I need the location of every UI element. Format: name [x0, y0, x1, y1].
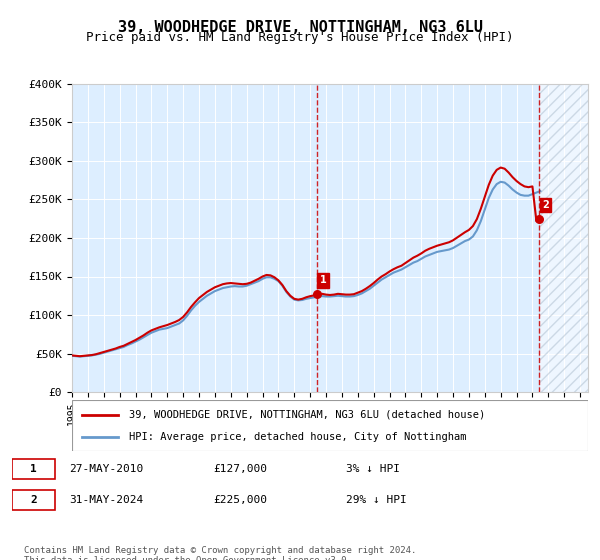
Text: £225,000: £225,000: [214, 495, 268, 505]
Text: £127,000: £127,000: [214, 464, 268, 474]
Point: [312, 290, 322, 298]
Text: 2: 2: [542, 200, 549, 210]
FancyBboxPatch shape: [12, 490, 55, 510]
FancyBboxPatch shape: [72, 400, 588, 451]
Text: Price paid vs. HM Land Registry's House Price Index (HPI): Price paid vs. HM Land Registry's House …: [86, 31, 514, 44]
Text: 39, WOODHEDGE DRIVE, NOTTINGHAM, NG3 6LU: 39, WOODHEDGE DRIVE, NOTTINGHAM, NG3 6LU: [118, 20, 482, 35]
Text: 31-MAY-2024: 31-MAY-2024: [70, 495, 144, 505]
Text: Contains HM Land Registry data © Crown copyright and database right 2024.
This d: Contains HM Land Registry data © Crown c…: [24, 546, 416, 560]
Text: 1: 1: [30, 464, 37, 474]
FancyBboxPatch shape: [12, 459, 55, 479]
Text: 3% ↓ HPI: 3% ↓ HPI: [346, 464, 400, 474]
Text: 2: 2: [30, 495, 37, 505]
Text: HPI: Average price, detached house, City of Nottingham: HPI: Average price, detached house, City…: [129, 432, 466, 442]
Text: 27-MAY-2010: 27-MAY-2010: [70, 464, 144, 474]
Text: 39, WOODHEDGE DRIVE, NOTTINGHAM, NG3 6LU (detached house): 39, WOODHEDGE DRIVE, NOTTINGHAM, NG3 6LU…: [129, 409, 485, 419]
Text: 1: 1: [320, 276, 326, 286]
Text: 29% ↓ HPI: 29% ↓ HPI: [346, 495, 407, 505]
Bar: [539, 84, 588, 392]
Point: [534, 214, 544, 223]
